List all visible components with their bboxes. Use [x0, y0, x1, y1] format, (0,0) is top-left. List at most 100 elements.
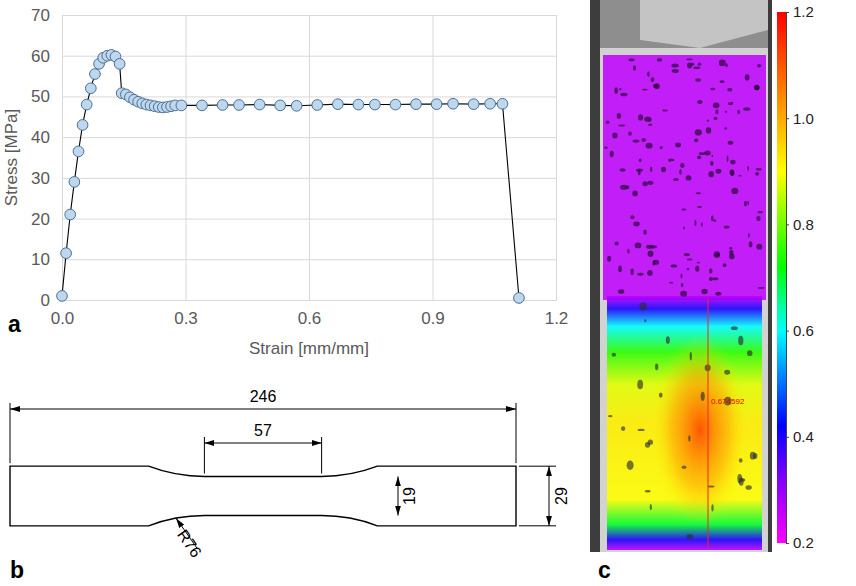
- data-point: [73, 146, 84, 157]
- void: [686, 534, 693, 539]
- x-axis: 0.00.30.60.91.2: [51, 15, 569, 328]
- void: [724, 127, 727, 129]
- void: [641, 138, 645, 142]
- dimension-line: [10, 409, 516, 410]
- grid-line: [62, 300, 556, 301]
- void: [737, 110, 740, 114]
- data-point: [65, 209, 76, 220]
- tick-label: 0.0: [51, 309, 75, 328]
- void: [697, 156, 701, 160]
- void: [645, 442, 650, 448]
- extension-line: [321, 437, 322, 473]
- void: [647, 270, 653, 276]
- void: [618, 124, 625, 126]
- void: [673, 178, 679, 181]
- void: [706, 127, 711, 134]
- tick-mark: [786, 12, 789, 13]
- void: [659, 392, 663, 397]
- dimension-label: 29: [553, 487, 570, 505]
- void: [619, 88, 621, 90]
- void: [715, 109, 718, 114]
- void: [639, 303, 646, 311]
- void: [606, 120, 609, 124]
- void: [610, 151, 614, 157]
- tick-label: 0: [41, 291, 50, 310]
- void: [686, 58, 693, 60]
- void: [737, 474, 742, 483]
- void: [644, 117, 651, 122]
- void: [627, 461, 634, 470]
- tick-label: 0.6: [793, 322, 814, 339]
- void: [747, 201, 749, 206]
- data-point: [85, 83, 96, 94]
- data-point: [497, 98, 508, 109]
- axis-line: [63, 16, 557, 301]
- void: [621, 426, 625, 431]
- void: [661, 167, 666, 173]
- void: [744, 201, 747, 207]
- void: [628, 132, 632, 136]
- panel-letter: c: [598, 557, 611, 583]
- tick-mark: [786, 437, 789, 438]
- void: [749, 241, 753, 247]
- void: [620, 93, 628, 97]
- void: [696, 192, 702, 194]
- void: [620, 168, 626, 171]
- series-line: [62, 55, 519, 298]
- void: [715, 169, 721, 174]
- tick: 1.2: [545, 15, 569, 328]
- void: [727, 88, 732, 92]
- void: [650, 166, 652, 172]
- grid-line: [62, 137, 556, 138]
- data-point: [291, 100, 302, 111]
- void: [675, 143, 681, 148]
- void: [697, 100, 702, 104]
- data-point: [353, 99, 364, 110]
- void: [695, 266, 699, 272]
- void: [745, 74, 750, 80]
- tick-label: 50: [31, 87, 50, 106]
- surface-voids: [604, 58, 765, 539]
- data-point: [114, 59, 125, 70]
- data-point: [254, 99, 265, 110]
- void: [724, 225, 730, 228]
- extension-line: [519, 525, 556, 526]
- tick-mark: [786, 224, 789, 225]
- void: [710, 161, 714, 166]
- tick-label: 0.3: [174, 309, 198, 328]
- void: [704, 150, 710, 155]
- panel-b: 246571929R76: [10, 388, 570, 560]
- tick: 1.0: [786, 110, 814, 127]
- data-point: [411, 99, 422, 110]
- void: [754, 85, 759, 90]
- grid-line: [62, 219, 556, 220]
- void: [647, 181, 653, 185]
- tick-label: 0.9: [421, 309, 445, 328]
- tick: 1.2: [786, 3, 814, 20]
- void: [730, 170, 734, 176]
- panel-letter: b: [10, 557, 24, 583]
- void: [731, 188, 738, 194]
- void: [654, 83, 660, 89]
- void: [650, 245, 657, 248]
- void: [695, 129, 702, 135]
- data-point: [61, 248, 72, 259]
- void: [738, 175, 742, 177]
- void: [660, 146, 663, 149]
- void: [688, 435, 690, 441]
- void: [708, 485, 715, 487]
- void: [715, 292, 721, 296]
- data-point: [81, 99, 92, 110]
- void: [645, 490, 651, 493]
- tick-label: 20: [31, 210, 50, 229]
- void: [707, 120, 710, 122]
- void: [632, 190, 638, 196]
- void: [695, 78, 701, 82]
- tick-label: 70: [31, 6, 50, 25]
- void: [747, 166, 749, 171]
- void: [618, 266, 622, 273]
- data-point: [431, 99, 442, 110]
- tick: 0: [41, 291, 556, 310]
- void: [725, 111, 728, 113]
- dimension-line: [398, 476, 399, 515]
